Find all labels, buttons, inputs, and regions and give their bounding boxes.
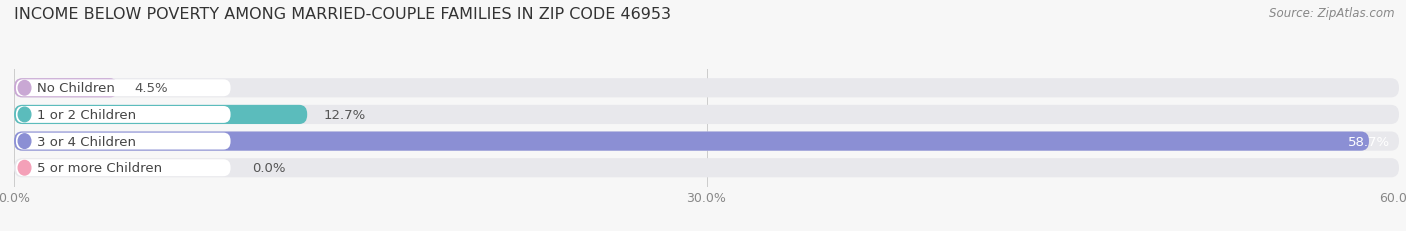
FancyBboxPatch shape bbox=[15, 80, 231, 97]
Text: 4.5%: 4.5% bbox=[134, 82, 167, 95]
Text: No Children: No Children bbox=[37, 82, 114, 95]
Circle shape bbox=[18, 134, 31, 149]
FancyBboxPatch shape bbox=[14, 158, 1399, 178]
FancyBboxPatch shape bbox=[14, 132, 1399, 151]
Text: 3 or 4 Children: 3 or 4 Children bbox=[37, 135, 135, 148]
FancyBboxPatch shape bbox=[14, 105, 1399, 125]
FancyBboxPatch shape bbox=[15, 106, 231, 123]
FancyBboxPatch shape bbox=[15, 133, 231, 150]
FancyBboxPatch shape bbox=[14, 132, 1369, 151]
Text: 58.7%: 58.7% bbox=[1347, 135, 1389, 148]
FancyBboxPatch shape bbox=[15, 160, 231, 176]
Circle shape bbox=[18, 81, 31, 96]
Circle shape bbox=[18, 161, 31, 175]
Text: 0.0%: 0.0% bbox=[252, 161, 285, 174]
FancyBboxPatch shape bbox=[14, 105, 307, 125]
FancyBboxPatch shape bbox=[14, 79, 118, 98]
FancyBboxPatch shape bbox=[14, 79, 1399, 98]
Text: Source: ZipAtlas.com: Source: ZipAtlas.com bbox=[1270, 7, 1395, 20]
Circle shape bbox=[18, 108, 31, 122]
Text: 12.7%: 12.7% bbox=[323, 109, 366, 122]
Text: 5 or more Children: 5 or more Children bbox=[37, 161, 162, 174]
Text: INCOME BELOW POVERTY AMONG MARRIED-COUPLE FAMILIES IN ZIP CODE 46953: INCOME BELOW POVERTY AMONG MARRIED-COUPL… bbox=[14, 7, 671, 22]
Text: 1 or 2 Children: 1 or 2 Children bbox=[37, 109, 136, 122]
